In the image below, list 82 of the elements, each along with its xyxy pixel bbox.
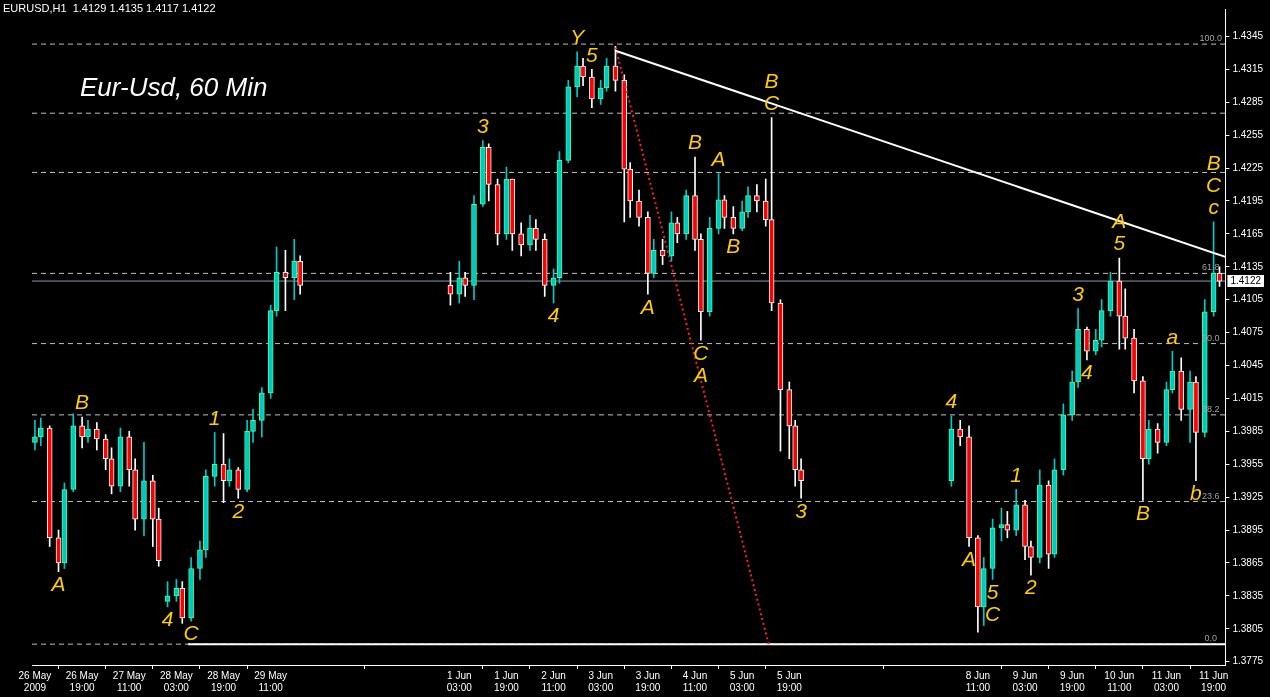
x-tick-label: 28 May 19:00 xyxy=(207,669,240,693)
annotation: A xyxy=(709,146,726,170)
y-tick-label: 1.3865 xyxy=(1232,556,1264,568)
x-tick-label: 11 Jun 19:00 xyxy=(1198,669,1229,693)
y-tick-label: 1.4105 xyxy=(1232,293,1264,305)
annotation: Y xyxy=(570,25,587,49)
ref-line-label: 1.4122 xyxy=(1230,274,1262,286)
y-tick-label: 1.4015 xyxy=(1232,392,1264,404)
annotation: A xyxy=(49,572,66,596)
y-tick-label: 1.4135 xyxy=(1232,260,1264,272)
candlestick xyxy=(211,432,218,487)
x-tick-label: 5 Jun 03:00 xyxy=(729,669,756,693)
x-tick-label: 5 Jun 19:00 xyxy=(776,669,803,693)
annotation: A xyxy=(960,546,977,570)
x-tick-label: 26 May 2009 xyxy=(18,669,52,693)
candlestick xyxy=(32,420,38,451)
annotation: 3 xyxy=(1072,281,1085,305)
annotation: B xyxy=(726,234,741,258)
y-tick-label: 1.4165 xyxy=(1232,227,1264,239)
annotation: 5 xyxy=(986,579,999,603)
chart-title: EURUSD,H1 1.4129 1.4135 1.4117 1.4122 xyxy=(3,2,216,14)
candlestick xyxy=(754,184,760,213)
y-tick-label: 1.4045 xyxy=(1232,359,1264,371)
annotation: 2 xyxy=(1024,575,1038,599)
x-tick-label: 1 Jun 03:00 xyxy=(446,669,473,693)
annotation: 5 xyxy=(1113,231,1126,255)
x-tick-label: 28 May 03:00 xyxy=(159,669,193,693)
annotation: 100.0 xyxy=(1199,33,1222,44)
annotation: A xyxy=(691,362,708,386)
x-tick-label: 1 Jun 19:00 xyxy=(493,669,520,693)
annotation: 1 xyxy=(1010,462,1023,486)
annotation: 23.6 xyxy=(1201,490,1220,501)
annotation: 2 xyxy=(231,498,245,522)
annotation: B xyxy=(764,68,779,92)
annotation: c xyxy=(1208,195,1220,219)
annotation: C xyxy=(1206,173,1223,197)
annotation: B xyxy=(1206,151,1221,175)
x-tick-label: 10 Jun 11:00 xyxy=(1104,669,1135,693)
y-tick-label: 1.4225 xyxy=(1232,161,1264,173)
annotation: 3 xyxy=(795,498,808,522)
x-tick-label: 9 Jun 19:00 xyxy=(1059,669,1086,693)
annotation: 4 xyxy=(161,607,174,631)
x-tick-label: 2 Jun 11:00 xyxy=(541,669,567,693)
annotation: 4 xyxy=(945,389,958,413)
annotation: 4 xyxy=(547,303,560,327)
x-tick-label: 26 May 19:00 xyxy=(65,669,99,693)
y-tick-label: 1.3955 xyxy=(1232,458,1264,469)
x-tick-label: 9 Jun 03:00 xyxy=(1012,669,1038,693)
x-tick-label: 3 Jun 03:00 xyxy=(588,669,614,693)
annotation: b xyxy=(1190,481,1203,505)
annotation: a xyxy=(1166,324,1179,348)
annotation: 4 xyxy=(1081,360,1093,384)
y-tick-label: 1.3775 xyxy=(1232,655,1264,667)
annotation: 1 xyxy=(208,405,221,429)
annotation: A xyxy=(638,294,655,318)
annotation: 5 xyxy=(586,42,599,66)
annotation: B xyxy=(688,130,703,154)
y-tick-label: 1.3805 xyxy=(1232,622,1264,634)
y-tick-label: 1.3895 xyxy=(1232,523,1264,535)
annotation: C xyxy=(693,340,710,364)
y-tick-label: 1.4315 xyxy=(1232,63,1264,75)
y-tick-label: 1.3835 xyxy=(1232,589,1264,601)
annotation: C xyxy=(985,601,1002,625)
y-tick-label: 1.3925 xyxy=(1232,490,1264,502)
y-tick-label: 1.4345 xyxy=(1232,30,1264,42)
annotation: B xyxy=(1135,500,1150,524)
x-tick-label: 29 May 11:00 xyxy=(254,669,288,693)
y-tick-label: 1.3985 xyxy=(1232,425,1264,437)
x-tick-label: 3 Jun 19:00 xyxy=(635,669,661,693)
x-tick-label: 11 Jun 03:00 xyxy=(1151,669,1182,693)
annotation: B xyxy=(75,390,90,414)
text: Eur-Usd, 60 Min xyxy=(80,72,268,103)
y-tick-label: 1.4075 xyxy=(1232,326,1264,338)
annotation: 3 xyxy=(477,113,489,137)
annotation: 0.0 xyxy=(1204,633,1217,644)
y-tick-label: 1.4195 xyxy=(1232,194,1264,206)
y-tick-label: 1.4255 xyxy=(1232,128,1264,140)
x-tick-label: 4 Jun 11:00 xyxy=(682,669,708,693)
y-tick-label: 1.4285 xyxy=(1232,95,1264,107)
annotation: C xyxy=(183,621,200,645)
x-tick-label: 27 May 11:00 xyxy=(112,669,146,693)
x-tick-label: 8 Jun 11:00 xyxy=(965,669,991,693)
